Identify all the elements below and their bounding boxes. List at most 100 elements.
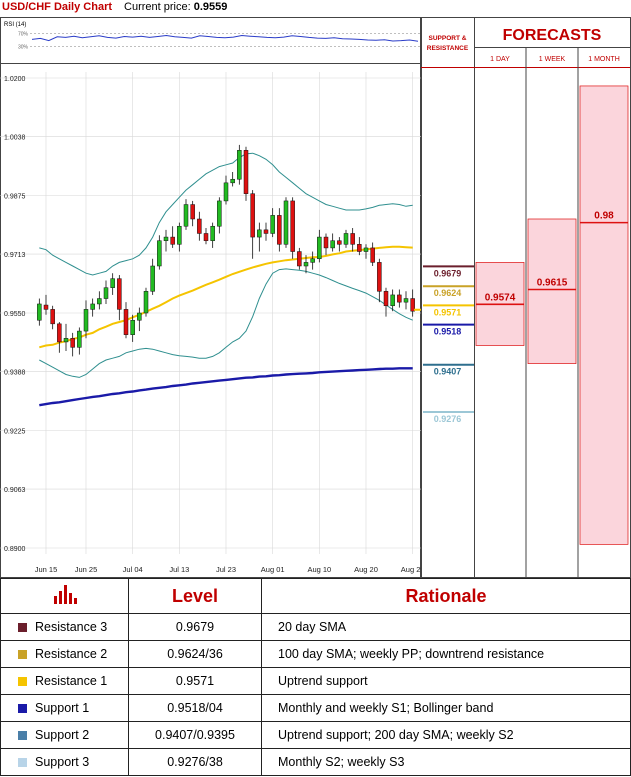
candle-body — [250, 193, 255, 238]
rsi-upper-label: 70% — [18, 32, 29, 38]
candle-body — [243, 150, 249, 194]
sr-level-label: 0.9679 — [434, 268, 462, 278]
sma20-line — [39, 245, 413, 349]
y-tick-label: 0.9063 — [4, 487, 26, 494]
sma200-line — [39, 367, 413, 407]
table-chart-icon-cell — [0, 578, 129, 614]
sr-header-line1: SUPPORT & — [429, 35, 467, 42]
candle-body — [370, 247, 375, 263]
level-rationale: Monthly S2; weekly S3 — [261, 748, 631, 776]
table-row: Resistance 2 0.9624/36 100 day SMA; weekly… — [0, 640, 631, 668]
table-row: Support 3 0.9276/38 Monthly S2; weekly S3 — [0, 748, 631, 776]
candle-body — [270, 215, 275, 234]
chart-area: USD/CHF Daily Chart Current price: 0.9559… — [0, 0, 631, 578]
level-value: 0.9624/36 — [128, 640, 262, 668]
chart-header: USD/CHF Daily Chart Current price: 0.9559 — [2, 0, 227, 16]
x-tick-label: Jul 04 — [123, 565, 143, 574]
forecast-value-label: 0.9615 — [537, 278, 568, 289]
x-tick-label: Aug 20 — [354, 565, 378, 574]
candle-body — [350, 233, 355, 245]
forecast-value-label: 0.9574 — [485, 292, 516, 303]
candle-body — [277, 215, 282, 245]
candle-body — [63, 338, 69, 343]
candle-body — [397, 294, 402, 303]
candle-body — [77, 330, 82, 348]
candle-body — [257, 229, 262, 238]
candle-body — [170, 236, 175, 245]
candle-body — [117, 278, 122, 310]
x-tick-label: Jun 15 — [35, 565, 58, 574]
candle-body — [197, 218, 202, 234]
level-color-swatch — [18, 731, 27, 740]
candle-body — [317, 236, 322, 260]
candle-body — [310, 258, 315, 263]
candle-body — [103, 287, 109, 299]
bar-chart-icon — [53, 584, 77, 604]
level-name: Resistance 2 — [35, 647, 108, 661]
level-name: Resistance 3 — [35, 620, 108, 634]
level-color-swatch — [18, 677, 27, 686]
y-tick-label: 0.9225 — [4, 429, 26, 436]
candle-body — [390, 294, 395, 307]
candle-body — [97, 298, 102, 305]
candle-body — [403, 298, 409, 303]
candle-body — [363, 247, 369, 252]
candle-body — [137, 312, 142, 321]
candle-body — [183, 204, 189, 227]
forecast-column-label: 1 DAY — [490, 56, 510, 63]
candle-body — [50, 309, 55, 325]
level-value: 0.9571 — [128, 667, 262, 695]
y-tick-label: 1.0200 — [4, 76, 26, 83]
chart-title: USD/CHF Daily Chart — [2, 1, 113, 13]
x-tick-label: Aug 29 — [401, 565, 425, 574]
table-row: Resistance 3 0.9679 20 day SMA — [0, 613, 631, 641]
bollinger-upper-line — [39, 152, 413, 276]
candle-body — [217, 200, 222, 227]
candle-body — [43, 304, 49, 310]
candle-body — [343, 233, 349, 245]
candle-body — [263, 229, 269, 234]
level-color-swatch — [18, 623, 27, 632]
forecasts-title: FORECASTS — [503, 27, 602, 44]
level-rationale: Uptrend support; 200 day SMA; weekly S2 — [261, 721, 631, 749]
table-row: Resistance 1 0.9571 Uptrend support — [0, 667, 631, 695]
candle-body — [383, 291, 389, 307]
candle-body — [323, 236, 329, 249]
level-name: Support 1 — [35, 701, 90, 715]
y-tick-label: 0.9875 — [4, 194, 26, 201]
candle-body — [37, 303, 42, 321]
level-name: Resistance 1 — [35, 674, 108, 688]
candle-body — [410, 298, 415, 312]
rsi-lower-label: 30% — [18, 44, 29, 50]
candle-body — [83, 309, 89, 332]
level-value: 0.9276/38 — [128, 748, 262, 776]
levels-table: Level Rationale Resistance 3 0.9679 20 day… — [0, 578, 631, 776]
level-value: 0.9518/04 — [128, 694, 262, 722]
rsi-label: RSI (14) — [4, 22, 26, 28]
candle-body — [357, 244, 362, 252]
sr-level-label: 0.9407 — [434, 367, 462, 377]
level-name-cell: Support 3 — [0, 748, 129, 776]
candle-body — [203, 233, 209, 241]
table-header-row: Level Rationale — [0, 578, 631, 614]
sr-level-label: 0.9571 — [434, 307, 462, 317]
x-tick-label: Aug 10 — [307, 565, 331, 574]
chart-frame — [0, 17, 421, 578]
chart-svg: RSI (14) 70% 30% 1.0200 1.0038 0.9875 0.9713 0.… — [0, 17, 631, 578]
y-tick-label: 0.8900 — [4, 546, 26, 553]
candle-body — [210, 225, 215, 241]
y-tick-label: 0.9550 — [4, 311, 26, 318]
candle-body — [90, 303, 95, 310]
level-name-cell: Resistance 3 — [0, 613, 129, 641]
candle-body — [123, 309, 129, 335]
candle-body — [377, 262, 382, 292]
x-tick-label: Jul 23 — [216, 565, 236, 574]
level-color-swatch — [18, 650, 27, 659]
candle-body — [150, 265, 155, 292]
candle-body — [330, 240, 335, 249]
candle-body — [57, 323, 62, 343]
candle-body — [223, 182, 229, 202]
x-tick-label: Jun 25 — [75, 565, 98, 574]
candle-body — [130, 319, 135, 335]
y-tick-label: 0.9388 — [4, 370, 26, 377]
